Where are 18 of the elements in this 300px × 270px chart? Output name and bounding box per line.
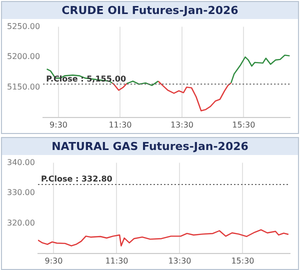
x-tick-label: 9:30 [50, 120, 68, 130]
ref-line-label: P.Close : 332.80 [40, 174, 113, 184]
chart-title: NATURAL GAS Futures-Jan-2026 [2, 138, 298, 155]
ref-line-label: P.Close : 5,155.00 [46, 74, 126, 84]
x-tick-label: 13:30 [168, 256, 192, 266]
y-tick-label: 5200.00 [6, 52, 40, 62]
x-tick-label: 11:30 [105, 256, 128, 266]
x-tick-label: 13:30 [170, 120, 194, 130]
y-tick-label: 5150.00 [6, 82, 40, 92]
y-tick-label: 340.00 [6, 158, 35, 167]
y-tick-label: 320.00 [6, 218, 35, 228]
y-tick-label: 5250.00 [6, 22, 40, 31]
x-tick-label: 15:30 [232, 120, 256, 130]
x-tick-label: 9:30 [44, 256, 63, 266]
y-tick-label: 330.00 [6, 188, 35, 198]
chart-title: CRUDE OIL Futures-Jan-2026 [2, 2, 298, 19]
x-tick-label: 11:30 [108, 120, 132, 130]
x-tick-label: 15:30 [231, 256, 254, 266]
